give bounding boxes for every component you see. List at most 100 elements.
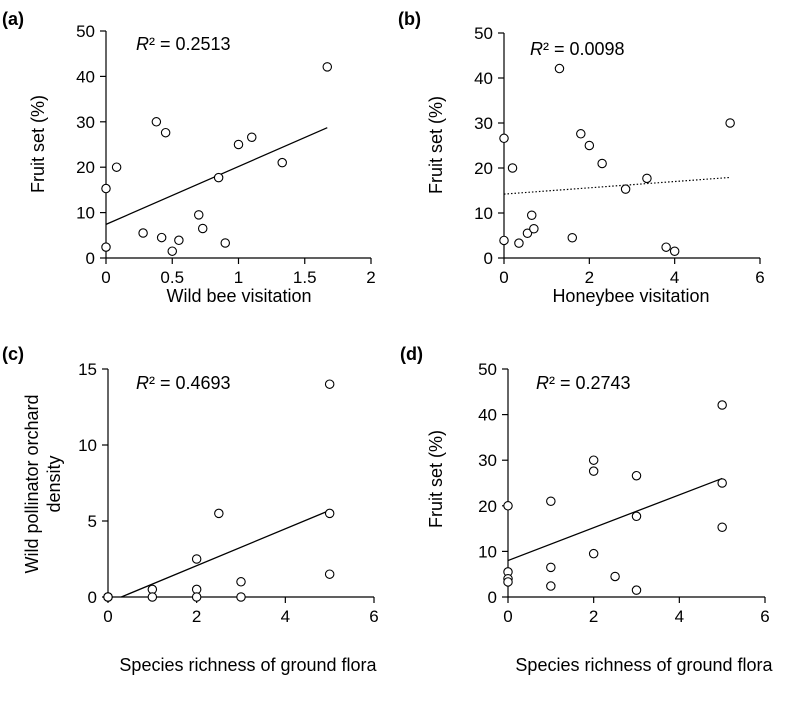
panel-label: (d) (400, 344, 423, 364)
data-point (322, 62, 333, 72)
data-point (160, 127, 171, 138)
x-tick-label: 2 (585, 268, 594, 287)
trendline (507, 477, 723, 562)
trendline (121, 509, 330, 598)
data-point (247, 132, 257, 142)
data-point (526, 210, 537, 221)
y-axis-label: Fruit set (%) (426, 96, 446, 194)
data-point (588, 455, 599, 465)
panel-b: 0 10 20 30 40 50 0 2 4 6 (b) R² = 0.0098 Honeybee vi… (398, 9, 765, 306)
y-tick-label: 5 (88, 512, 97, 531)
data-point (213, 172, 224, 183)
r-squared-label: R² = 0.2743 (536, 373, 631, 393)
data-point (717, 400, 727, 410)
x-tick-label: 2 (589, 607, 598, 626)
data-point (546, 496, 556, 506)
data-point (554, 63, 565, 74)
data-point (631, 511, 642, 522)
data-point (576, 129, 586, 139)
y-tick-label: 20 (474, 159, 493, 178)
data-point (167, 246, 178, 256)
x-axis-label: Honeybee visitation (552, 286, 709, 306)
data-point (642, 173, 652, 184)
x-tick-label: 4 (675, 607, 684, 626)
data-point (103, 592, 113, 602)
y-tick-label: 40 (474, 69, 493, 88)
data-point (507, 163, 518, 173)
data-point (546, 562, 556, 573)
y-axis-label: Fruit set (%) (28, 95, 48, 193)
data-point (661, 242, 671, 252)
data-point (197, 223, 208, 234)
y-tick-label: 20 (76, 158, 95, 177)
y-tick-label: 50 (474, 24, 493, 43)
y-tick-label: 10 (474, 204, 493, 223)
y-tick-label: 30 (76, 113, 95, 132)
x-tick-label: 0 (499, 268, 508, 287)
data-point (499, 235, 509, 246)
data-point (111, 162, 122, 172)
data-point (236, 592, 246, 602)
x-tick-label: 1.5 (293, 268, 317, 287)
y-tick-label: 50 (76, 22, 95, 41)
y-tick-label: 0 (484, 249, 493, 268)
data-point (220, 238, 231, 248)
r-squared-label: R² = 0.4693 (136, 373, 231, 393)
r-squared-label: R² = 0.0098 (530, 39, 625, 59)
data-point (191, 592, 202, 602)
data-point (101, 183, 111, 194)
data-point (324, 379, 335, 389)
data-point (138, 228, 148, 238)
data-point (669, 246, 680, 257)
x-tick-label: 4 (281, 607, 290, 626)
data-point (597, 158, 607, 169)
y-tick-label: 50 (478, 360, 497, 379)
data-point (101, 242, 111, 252)
data-point (584, 140, 595, 151)
data-point (324, 508, 335, 519)
data-point (631, 470, 642, 481)
data-point (277, 157, 287, 168)
data-point (529, 224, 539, 234)
x-tick-label: 0.5 (160, 268, 184, 287)
panel-d: 0 10 20 30 40 50 0 2 4 6 (d) R² = 0.2743 Species ric… (400, 344, 774, 675)
y-axis-label: Fruit set (%) (426, 430, 446, 528)
y-axis-label: Wild pollinator orchard density (22, 394, 64, 573)
x-tick-label: 6 (760, 607, 769, 626)
data-point (191, 554, 202, 564)
y-tick-label: 0 (88, 588, 97, 607)
x-axis-label: Species richness of ground flora (515, 655, 773, 675)
x-tick-label: 6 (755, 268, 764, 287)
y-tick-label: 10 (478, 542, 497, 561)
data-point (588, 466, 599, 476)
data-point (717, 478, 727, 488)
data-point (156, 232, 167, 243)
data-point (233, 139, 244, 150)
data-point (620, 184, 631, 194)
y-tick-label: 10 (76, 204, 95, 223)
y-tick-label: 0 (86, 249, 95, 268)
x-tick-label: 6 (369, 607, 378, 626)
x-tick-label: 0 (101, 268, 110, 287)
x-tick-label: 2 (192, 607, 201, 626)
x-tick-label: 4 (670, 268, 679, 287)
data-point (194, 210, 204, 220)
x-tick-label: 0 (503, 607, 512, 626)
panel-label: (a) (2, 9, 24, 29)
data-point (546, 581, 556, 591)
x-axis-label: Species richness of ground flora (119, 655, 377, 675)
trendline (503, 176, 731, 195)
x-tick-label: 2 (366, 268, 375, 287)
data-point (503, 577, 513, 587)
x-tick-label: 1 (234, 268, 243, 287)
data-point (236, 577, 246, 587)
data-point (717, 522, 727, 532)
y-tick-label: 20 (478, 497, 497, 516)
panel-label: (b) (398, 9, 421, 29)
panel-a: 0 10 20 30 40 50 0 0.5 1 1.5 2 (a) R² = 0.2513 Wild b… (2, 9, 376, 306)
x-axis-label: Wild bee visitation (166, 286, 311, 306)
x-tick-label: 0 (103, 607, 112, 626)
data-point (503, 501, 513, 511)
y-tick-label: 30 (474, 114, 493, 133)
y-tick-label: 40 (478, 406, 497, 425)
